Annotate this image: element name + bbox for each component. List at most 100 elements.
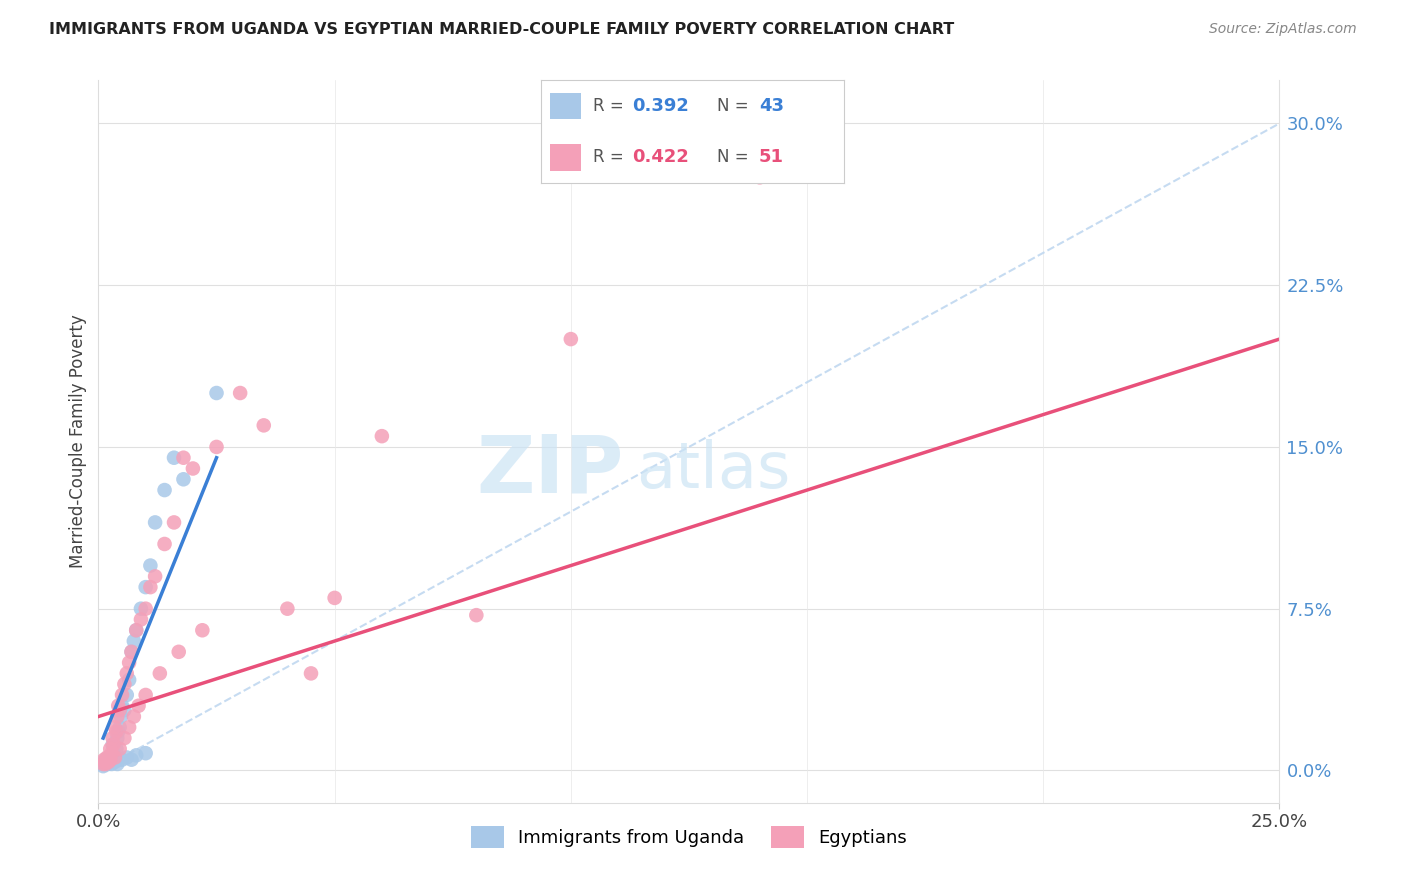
Point (112, 731, 135, 745)
Text: N =: N = (717, 97, 754, 115)
Point (115, 750, 138, 764)
Point (129, 612, 152, 626)
Point (125, 624, 148, 638)
Point (91, 756, 114, 771)
Point (135, 580, 157, 594)
Point (205, 440, 228, 454)
Point (100, 756, 122, 771)
Y-axis label: Married-Couple Family Poverty: Married-Couple Family Poverty (69, 315, 87, 568)
Point (105, 742, 128, 756)
Point (748, 170, 770, 185)
Point (112, 677, 135, 691)
Point (172, 450, 194, 465)
Point (121, 645, 143, 659)
FancyBboxPatch shape (550, 144, 581, 170)
Point (108, 742, 131, 756)
Point (125, 748, 148, 763)
Point (108, 703, 131, 717)
Point (101, 731, 124, 745)
Text: 51: 51 (759, 148, 785, 166)
Point (172, 472, 194, 486)
Point (105, 709, 128, 723)
Point (276, 601, 298, 615)
Point (107, 698, 129, 713)
Point (149, 666, 172, 681)
Point (129, 601, 152, 615)
Text: ZIP: ZIP (477, 432, 624, 509)
Point (153, 483, 176, 497)
Point (465, 608, 488, 623)
Point (98, 742, 121, 756)
Point (139, 580, 162, 594)
Point (163, 450, 186, 465)
Point (97, 750, 120, 764)
Point (135, 746, 157, 760)
Point (163, 516, 186, 530)
Point (205, 386, 228, 401)
Point (105, 731, 128, 745)
Point (135, 601, 157, 615)
Point (93, 755, 115, 769)
Point (139, 558, 162, 573)
Point (97, 753, 120, 767)
Text: 0.392: 0.392 (633, 97, 689, 115)
FancyBboxPatch shape (550, 93, 581, 120)
Point (122, 709, 145, 723)
Point (125, 624, 148, 638)
Point (128, 698, 150, 713)
Point (121, 753, 143, 767)
Point (105, 724, 128, 739)
Point (110, 709, 132, 723)
Legend: Immigrants from Uganda, Egyptians: Immigrants from Uganda, Egyptians (464, 819, 914, 855)
Point (97, 756, 120, 771)
Point (96, 756, 118, 771)
Point (167, 645, 190, 659)
Point (91, 759, 114, 773)
Text: atlas: atlas (636, 440, 790, 501)
Point (98, 755, 121, 769)
Point (229, 386, 252, 401)
Point (323, 591, 346, 605)
Point (94, 756, 117, 771)
Point (111, 698, 134, 713)
Point (96, 750, 118, 764)
Point (143, 569, 166, 583)
Point (94, 756, 117, 771)
Point (104, 755, 127, 769)
Point (104, 720, 127, 734)
Point (115, 666, 138, 681)
Text: R =: R = (593, 148, 628, 166)
Point (94, 753, 117, 767)
Point (93, 753, 115, 767)
Text: 43: 43 (759, 97, 785, 115)
Point (143, 516, 166, 530)
Point (105, 756, 128, 771)
Point (107, 724, 129, 739)
Point (122, 634, 145, 648)
Text: 0.422: 0.422 (633, 148, 689, 166)
Point (100, 746, 122, 760)
Point (104, 750, 127, 764)
Point (97, 753, 120, 767)
Text: Source: ZipAtlas.com: Source: ZipAtlas.com (1209, 22, 1357, 37)
Point (153, 537, 176, 551)
Point (181, 461, 204, 475)
Point (121, 645, 143, 659)
Point (104, 750, 127, 764)
Point (135, 688, 157, 702)
Point (111, 688, 134, 702)
Point (103, 738, 125, 752)
Text: R =: R = (593, 97, 628, 115)
Point (101, 738, 124, 752)
Point (112, 703, 135, 717)
Point (111, 753, 134, 767)
Point (97, 755, 120, 769)
Point (191, 624, 214, 638)
Point (371, 429, 394, 443)
Point (253, 418, 276, 433)
Point (94, 755, 117, 769)
Text: N =: N = (717, 148, 754, 166)
Point (115, 688, 138, 702)
Point (101, 753, 124, 767)
Point (108, 720, 131, 734)
